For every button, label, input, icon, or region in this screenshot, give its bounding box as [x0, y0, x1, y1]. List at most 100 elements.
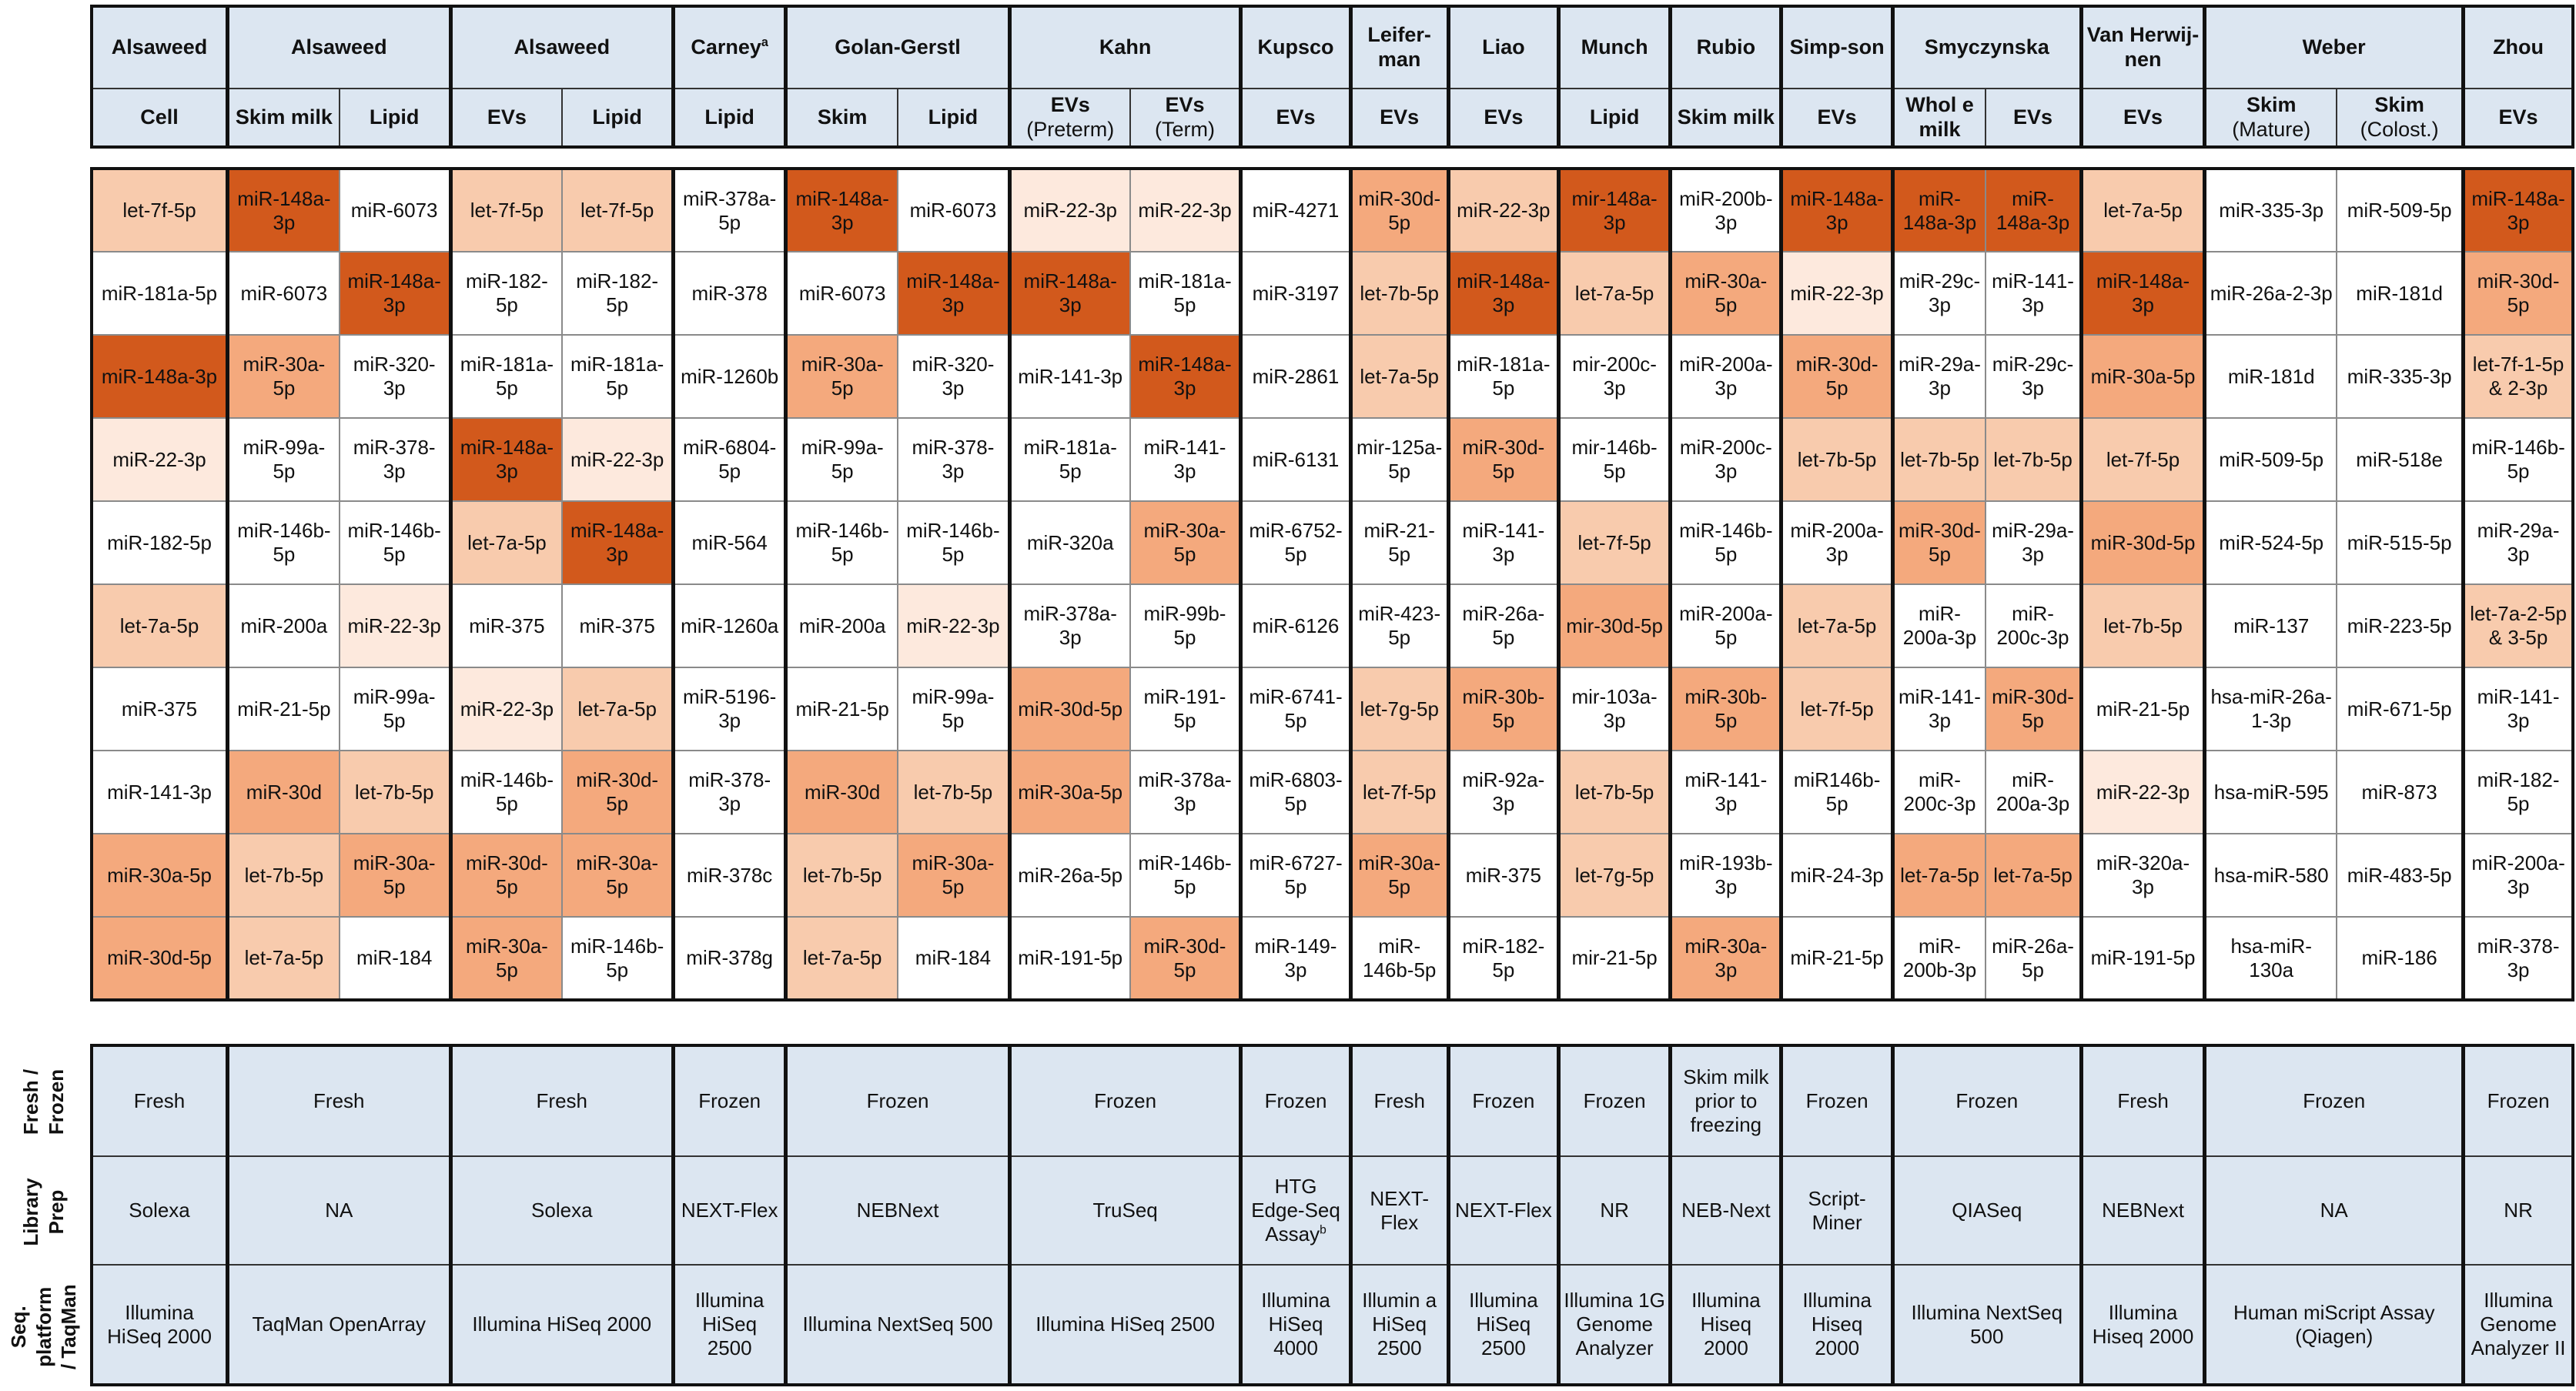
mirna-cell: miR-21-5p [2079, 667, 2206, 751]
mirna-cell: miR-146b-5p [1668, 500, 1782, 585]
sample-type-header: Whol e milk [1890, 88, 1987, 148]
mirna-cell: miR-375 [1446, 833, 1560, 918]
mirna-rank-row: miR-141-3p miR-30d let-7b-5p miR-146b-5p miR… [91, 750, 2574, 834]
mirna-cell: miR-22-3p [338, 583, 452, 668]
mirna-cell: miR-22-3p [1007, 168, 1131, 252]
library-prep-cell: TruSeq [1007, 1155, 1242, 1266]
library-prep-cell: NEXT-Flex [1446, 1155, 1560, 1266]
library-prep-label: NA [2320, 1199, 2348, 1222]
mirna-cell: miR-200c-3p [1668, 417, 1782, 502]
mirna-cell: miR-22-3p [1129, 168, 1242, 252]
mirna-cell: miR-30a-5p [897, 833, 1011, 918]
mirna-rank-row: miR-30d-5p let-7a-5p miR-184 miR-30a-5p miR-… [91, 916, 2574, 1001]
fresh-frozen-cell: Frozen [2461, 1045, 2574, 1157]
mirna-cell: miR-1260b [671, 334, 787, 419]
mirna-cell: miR-30d-5p [1129, 916, 1242, 1001]
mirna-cell: miR-21-5p [784, 667, 899, 751]
author-label: Van Herwij-nen [2086, 23, 2200, 71]
mirna-cell: miR-30d-5p [91, 916, 229, 1001]
sample-sublabel: (Term) [1155, 117, 1215, 141]
mirna-cell: miR-181d [2203, 334, 2338, 419]
mirna-cell: miR-320a-3p [2079, 833, 2206, 918]
mirna-cell: miR-30b-5p [1446, 667, 1560, 751]
author-label: Leifer-man [1367, 23, 1431, 71]
mirna-cell: miR-30d-5p [1890, 500, 1987, 585]
seq-platform-cell: Illumina Hiseq 2000 [1779, 1264, 1894, 1386]
fresh-frozen-cell: Fresh [91, 1045, 229, 1157]
mirna-cell: miR-200c-3p [1890, 750, 1987, 834]
sample-type-header: Skim [784, 88, 899, 148]
mirna-cell: miR-200a [226, 583, 340, 668]
sample-type-header: EVs [1239, 88, 1352, 148]
mirna-cell: miR-200a-3p [2461, 833, 2574, 918]
mirna-cell: miR-181a-5p [91, 251, 229, 336]
mirna-cell: miR-30d-5p [2461, 251, 2574, 336]
mirna-cell: miR-149-3p [1239, 916, 1352, 1001]
sample-label: Lipid [928, 105, 979, 129]
mirna-cell: miR-182-5p [561, 251, 674, 336]
sample-label: EVs [1380, 105, 1420, 129]
library-prep-label: NEBNext [856, 1199, 939, 1222]
mirna-cell: let-7a-5p [2079, 168, 2206, 252]
mirna-cell: miR-99b-5p [1129, 583, 1242, 668]
mirna-cell: miR-30d-5p [561, 750, 674, 834]
mirna-cell: let-7f-5p [561, 168, 674, 252]
mirna-cell: miR-184 [338, 916, 452, 1001]
library-prep-label: HTG Edge-Seq Assay [1251, 1175, 1340, 1246]
mirna-cell: miR-378a-5p [671, 168, 787, 252]
mirna-cell: miR-182-5p [2461, 750, 2574, 834]
seq-platform-cell: TaqMan OpenArray [226, 1264, 452, 1386]
mirna-cell: let-7b-5p [1890, 417, 1987, 502]
author-label: Liao [1482, 35, 1525, 59]
mirna-cell: miR-148a-3p [226, 168, 340, 252]
sample-type-header: EVs (Term) [1129, 88, 1242, 148]
mirna-cell: let-7g-5p [1556, 833, 1671, 918]
mirna-cell: miR-184 [897, 916, 1011, 1001]
mirna-cell: miR-3197 [1239, 251, 1352, 336]
mirna-cell: miR-148a-3p [1129, 334, 1242, 419]
mirna-cell: miR-6804-5p [671, 417, 787, 502]
mirna-cell: miR-378a-3p [1007, 583, 1131, 668]
mirna-cell: miR-141-3p [2461, 667, 2574, 751]
mirna-cell: miR-146b-5p [784, 500, 899, 585]
mirna-cell: miR-200b-3p [1890, 916, 1987, 1001]
mirna-cell: miR-146b-5p [448, 750, 564, 834]
mirna-cell: miR-99a-5p [784, 417, 899, 502]
library-prep-cell: NEXT-Flex [671, 1155, 787, 1266]
mirna-cell: let-7g-5p [1348, 667, 1450, 751]
mirna-cell: miR-378 [671, 251, 787, 336]
mirna-cell: miR-335-3p [2336, 334, 2464, 419]
fresh-frozen-cell: Fresh [2079, 1045, 2206, 1157]
mirna-cell: miR-148a-3p [2461, 168, 2574, 252]
mirna-cell: miR-141-3p [1129, 417, 1242, 502]
mirna-cell: let-7b-5p [1779, 417, 1894, 502]
author-label: Carney [691, 35, 761, 59]
library-prep-label: NEXT-Flex [681, 1199, 778, 1222]
author-label: Alsaweed [111, 35, 208, 59]
study-author-header: Munch [1556, 5, 1671, 89]
method-label-fresh-frozen: Fresh / Frozen [0, 1045, 87, 1158]
sample-sublabel: (Preterm) [1026, 117, 1115, 141]
sample-label: Skim milk [235, 105, 333, 129]
sample-label: Cell [140, 105, 179, 129]
author-label: Simp-son [1789, 35, 1885, 59]
mirna-rank-row: let-7a-5p miR-200a miR-22-3p miR-375 miR-375… [91, 583, 2574, 668]
study-author-header: Rubio [1668, 5, 1782, 89]
mirna-cell: hsa-miR-130a [2203, 916, 2338, 1001]
sample-label: EVs [1484, 105, 1524, 129]
library-prep-label: NR [1600, 1199, 1629, 1222]
mirna-cell: miR-181a-5p [561, 334, 674, 419]
mirna-cell: miR-4271 [1239, 168, 1352, 252]
fresh-frozen-cell: Fresh [1348, 1045, 1450, 1157]
footnote-marker: b [1320, 1223, 1326, 1237]
mirna-cell: miR-148a-3p [1890, 168, 1987, 252]
mirna-cell: miR-148a-3p [1779, 168, 1894, 252]
method-label-text: Seq. platform / TaqMan [6, 1284, 80, 1370]
mirna-cell: miR-320a [1007, 500, 1131, 585]
library-prep-label: NEBNext [2102, 1199, 2185, 1222]
mirna-cell: miR-22-3p [91, 417, 229, 502]
library-prep-label: TruSeq [1092, 1199, 1158, 1222]
library-prep-cell: NEBNext [2079, 1155, 2206, 1266]
mirna-cell: miR-29a-3p [1890, 334, 1987, 419]
mirna-ranking-table: let-7f-5p miR-148a-3p miR-6073 let-7f-5p let… [90, 167, 2574, 1001]
